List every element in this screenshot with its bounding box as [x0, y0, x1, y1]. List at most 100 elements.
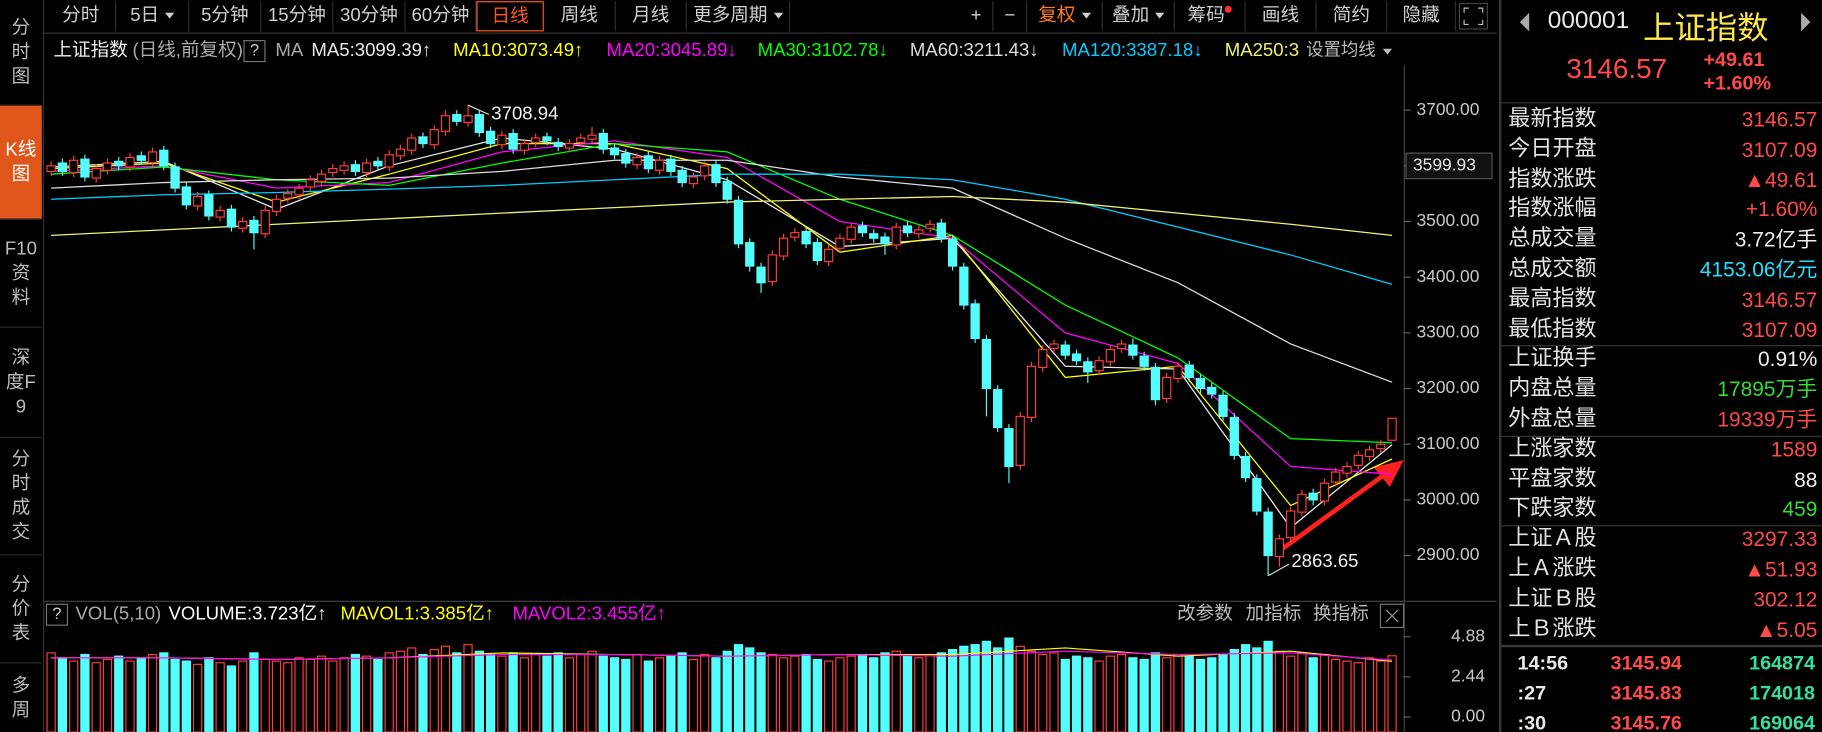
toolbar-button[interactable]: 隐藏 — [1387, 1, 1456, 32]
sidebar-tab[interactable]: F10资料 — [0, 220, 42, 328]
toolbar-button[interactable]: 分时 — [46, 1, 117, 32]
row-label: 外盘总量 — [1508, 406, 1597, 432]
sidebar-tab[interactable]: 分时成交 — [0, 438, 42, 556]
next-arrow[interactable] — [1801, 12, 1811, 32]
toolbar-button[interactable]: 60分钟 — [406, 1, 477, 32]
sidebar-label: K线图 — [5, 140, 37, 185]
toolbar-button[interactable]: 30分钟 — [333, 1, 406, 32]
row-value: 88 — [1794, 467, 1818, 492]
volume-bar — [519, 657, 530, 732]
indicator-tool[interactable]: 改参数 — [1177, 603, 1233, 624]
candle-body — [170, 166, 180, 189]
sidebar-tab[interactable]: 分价表 — [0, 555, 42, 664]
volume-bar — [418, 653, 428, 732]
volume-bar — [91, 662, 101, 732]
separator — [1501, 645, 1822, 648]
toolbar-button[interactable]: 月线 — [616, 1, 687, 32]
volume-bar — [959, 645, 969, 732]
toolbar-button[interactable]: 简约 — [1317, 1, 1388, 32]
row-value: 3146.57 — [1741, 108, 1818, 132]
sidebar-tab[interactable]: 深度F9 — [0, 328, 42, 439]
volume-bar — [925, 653, 935, 732]
candle-body — [1071, 353, 1082, 362]
volume-bar — [733, 644, 744, 732]
toolbar-button[interactable]: 5分钟 — [189, 1, 262, 32]
sidebar-tab[interactable]: 分时图 — [0, 0, 42, 106]
sidebar-label: 深度F9 — [5, 348, 36, 417]
dropdown-arrow — [773, 13, 783, 19]
candle-body — [1060, 344, 1070, 356]
toolbar-button[interactable]: − — [994, 1, 1028, 32]
toolbar-button[interactable]: 复权 — [1027, 1, 1103, 32]
tick-row: 14:56 3145.94 164874 — [1511, 649, 1815, 679]
indicator-tool[interactable]: 加指标 — [1246, 603, 1302, 624]
trend-arrow — [1281, 472, 1387, 551]
candle-body — [1353, 454, 1363, 466]
volume-bar — [69, 660, 79, 732]
row-label: 上Ａ涨跌 — [1508, 556, 1597, 581]
tick-time: :30 — [1517, 712, 1547, 732]
volume-bar — [181, 660, 191, 732]
prev-arrow[interactable] — [1519, 12, 1530, 32]
toolbar-button[interactable]: 更多周期 — [687, 1, 791, 32]
toolbar-button[interactable]: 筹码 — [1175, 1, 1246, 32]
volume-bar — [1184, 655, 1194, 732]
row-label: 上涨家数 — [1508, 436, 1597, 462]
candle-body — [1038, 348, 1048, 368]
dropdown-arrow — [1155, 13, 1165, 19]
tick-time: :27 — [1517, 682, 1547, 705]
toolbar-label: 月线 — [632, 5, 670, 26]
indicator-tool[interactable]: 换指标 — [1313, 603, 1369, 624]
price-marker: 3599.93 — [1413, 154, 1476, 174]
row-value: 3107.09 — [1741, 138, 1818, 162]
row-label: 上Ｂ涨跌 — [1508, 616, 1597, 641]
candle-body — [981, 338, 992, 390]
row-label: 总成交量 — [1508, 226, 1597, 252]
volume-bar — [1083, 657, 1093, 732]
annotation: 2863.65 — [1291, 550, 1358, 571]
volume-bar — [474, 650, 484, 732]
volume-bar — [328, 660, 338, 732]
toolbar-button[interactable]: 15分钟 — [261, 1, 334, 32]
candle-body — [666, 158, 676, 172]
row-label: 最高指数 — [1508, 286, 1597, 312]
candle-body — [576, 137, 586, 144]
toolbar-button[interactable]: 5日 — [116, 1, 190, 32]
volume-bar — [666, 655, 676, 732]
tick-volume: 164874 — [1749, 652, 1816, 675]
candle-body — [823, 248, 834, 263]
toolbar-button[interactable]: 周线 — [544, 1, 616, 32]
candle-body — [1240, 455, 1251, 479]
fullscreen-button[interactable] — [1458, 2, 1488, 30]
volume-bar — [970, 644, 980, 732]
candle-body — [1026, 365, 1037, 419]
candle-body — [745, 242, 755, 267]
close-icon — [1385, 609, 1399, 623]
sidebar-tab[interactable]: 多周 — [0, 663, 42, 732]
toolbar-label: 隐藏 — [1402, 5, 1440, 26]
sidebar-tab[interactable]: K线图 — [0, 105, 42, 220]
candle-body — [936, 222, 946, 239]
volume-bar — [1286, 655, 1296, 732]
volume-bar — [1026, 650, 1037, 732]
toolbar-button[interactable]: 叠加 — [1103, 1, 1175, 32]
candle-body — [812, 242, 823, 262]
volume-bar — [102, 658, 113, 732]
toolbar-button[interactable]: + — [960, 1, 994, 32]
mavol-line — [51, 650, 1393, 661]
candle-body — [801, 230, 811, 245]
toolbar-button[interactable]: 日线 — [476, 1, 544, 32]
row-value: 1589 — [1770, 437, 1818, 462]
candle-body — [384, 154, 394, 168]
volume-bar — [993, 647, 1003, 732]
toolbar-label: 筹码 — [1187, 5, 1225, 26]
volume-bar — [57, 657, 68, 732]
volume-bar — [981, 640, 992, 732]
row-value: 459 — [1782, 497, 1818, 522]
legend-entry: MA10:3073.49↑ — [453, 39, 583, 60]
toolbar-button[interactable]: 画线 — [1246, 1, 1317, 32]
volume-bar — [1015, 645, 1025, 732]
candle-body — [91, 168, 101, 179]
close-button[interactable] — [1379, 603, 1405, 629]
volume-bar — [1376, 660, 1386, 732]
